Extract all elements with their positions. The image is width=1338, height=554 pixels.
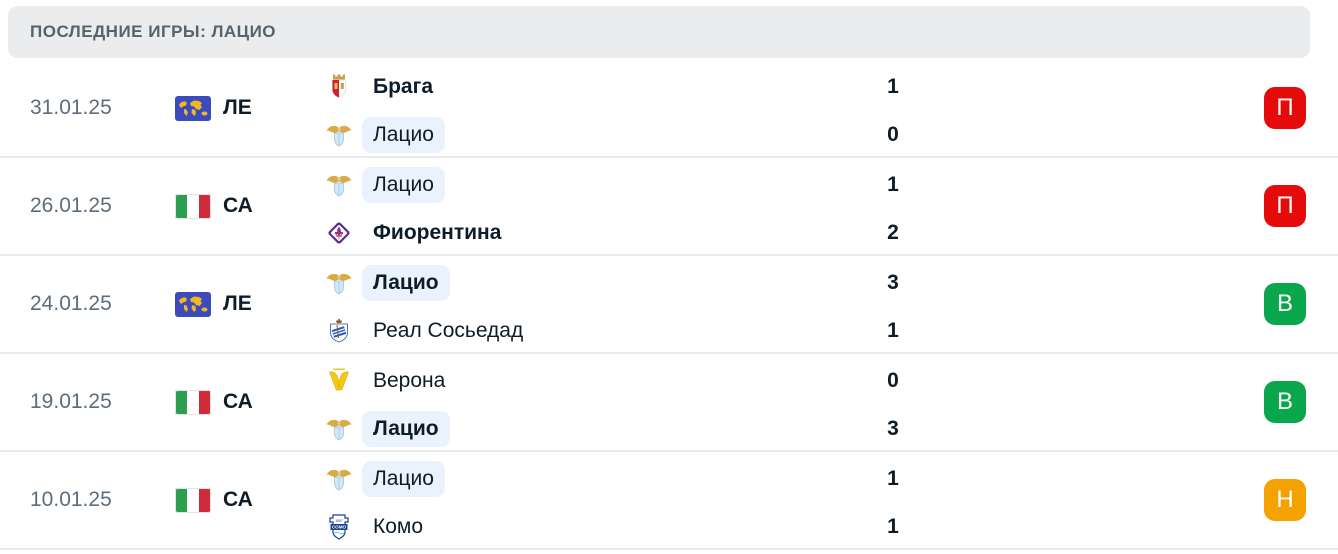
away-team-line: Лацио 0 [325, 115, 933, 155]
fiorentina-crest-icon [325, 219, 353, 247]
match-row[interactable]: 31.01.25 ЛЕ Брага 1 Лацио 0 [0, 60, 1338, 158]
away-team-line: Реал Сосьедад 1 [325, 311, 933, 351]
away-team-line: Фиорентина 2 [325, 213, 933, 253]
home-team-line: Лацио 1 [325, 459, 933, 499]
away-team-line: Лацио 3 [325, 409, 933, 449]
competition-code: СА [223, 390, 253, 413]
lazio-crest-icon [325, 465, 353, 493]
team-name: Реал Сосьедад [373, 318, 524, 342]
section-title: ПОСЛЕДНИЕ ИГРЫ: ЛАЦИО [30, 22, 277, 41]
result-badge: В [1264, 381, 1306, 423]
home-team-line: Верона 0 [325, 361, 933, 401]
lazio-crest-icon [325, 171, 353, 199]
team-name: Верона [373, 368, 446, 392]
verona-crest-icon [325, 367, 353, 395]
competition: СА [175, 488, 325, 513]
team-name: Лацио [362, 116, 445, 153]
team-score: 1 [887, 74, 899, 98]
team-score: 0 [887, 368, 899, 392]
team-name: Лацио [362, 166, 445, 203]
team-score: 2 [887, 220, 899, 244]
away-team-line: Комо 1 [325, 507, 933, 547]
match-list: 31.01.25 ЛЕ Брага 1 Лацио 0 [0, 60, 1338, 550]
home-team-line: Брага 1 [325, 67, 933, 107]
match-row[interactable]: 26.01.25 СА Лацио 1 Фиорентина 2 [0, 158, 1338, 256]
italy-flag-icon [175, 194, 211, 219]
competition-code: СА [223, 194, 253, 217]
team-name: Лацио [362, 410, 450, 447]
competition-code: ЛЕ [223, 96, 252, 119]
match-date: 31.01.25 [30, 96, 112, 119]
team-score: 1 [887, 466, 899, 490]
competition: СА [175, 390, 325, 415]
team-score: 1 [887, 172, 899, 196]
team-score: 3 [887, 416, 899, 440]
team-name: Фиорентина [373, 220, 502, 244]
italy-flag-icon [175, 488, 211, 513]
team-name: Комо [373, 514, 424, 538]
team-score: 1 [887, 318, 899, 342]
team-name: Брага [373, 74, 434, 98]
match-date: 26.01.25 [30, 194, 112, 217]
team-score: 1 [887, 514, 899, 538]
italy-flag-icon [175, 390, 211, 415]
world-map-icon [175, 292, 211, 317]
competition-code: ЛЕ [223, 292, 252, 315]
home-team-line: Лацио 3 [325, 263, 933, 303]
home-team-line: Лацио 1 [325, 165, 933, 205]
lazio-crest-icon [325, 269, 353, 297]
real-sociedad-crest-icon [325, 317, 353, 345]
world-map-icon [175, 96, 211, 121]
competition: СА [175, 194, 325, 219]
match-row[interactable]: 24.01.25 ЛЕ Лацио 3 Реал Сосьедад 1 [0, 256, 1338, 354]
match-row[interactable]: 10.01.25 СА Лацио 1 Комо 1 [0, 452, 1338, 550]
lazio-crest-icon [325, 121, 353, 149]
competition-code: СА [223, 488, 253, 511]
result-badge: П [1264, 87, 1306, 129]
match-date: 19.01.25 [30, 390, 112, 413]
team-score: 3 [887, 270, 899, 294]
match-row[interactable]: 19.01.25 СА Верона 0 Лацио 3 [0, 354, 1338, 452]
team-score: 0 [887, 122, 899, 146]
match-date: 24.01.25 [30, 292, 112, 315]
como-crest-icon [325, 513, 353, 541]
braga-crest-icon [325, 73, 353, 101]
lazio-crest-icon [325, 415, 353, 443]
section-header: ПОСЛЕДНИЕ ИГРЫ: ЛАЦИО [8, 6, 1310, 58]
result-badge: Н [1264, 479, 1306, 521]
result-badge: В [1264, 283, 1306, 325]
competition: ЛЕ [175, 292, 325, 317]
match-date: 10.01.25 [30, 488, 112, 511]
competition: ЛЕ [175, 96, 325, 121]
team-name: Лацио [362, 264, 450, 301]
team-name: Лацио [362, 460, 445, 497]
result-badge: П [1264, 185, 1306, 227]
